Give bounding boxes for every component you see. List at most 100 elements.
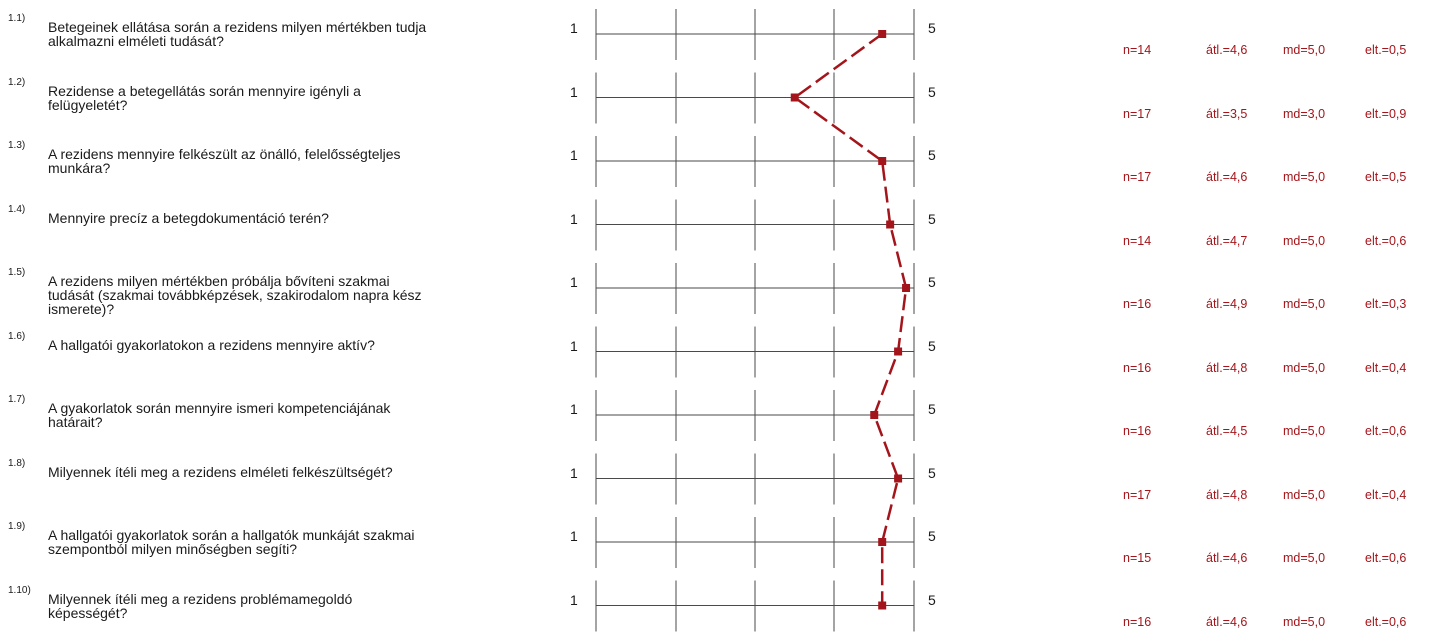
question-row: 1.7) A gyakorlatok során mennyire ismeri … bbox=[0, 389, 1439, 451]
question-number: 1.1) bbox=[8, 13, 26, 24]
scale-min-label: 1 bbox=[570, 401, 578, 417]
stat-mean: átl.=4,6 bbox=[1206, 551, 1248, 565]
question-number: 1.10) bbox=[8, 584, 31, 596]
question-row: 1.6) A hallgatói gyakorlatokon a rezidens… bbox=[0, 326, 1439, 388]
scale-max-label: 5 bbox=[928, 337, 936, 354]
stat-median: md=5,0 bbox=[1283, 424, 1326, 438]
chart-grid bbox=[595, 9, 915, 632]
question-number: 1.6) bbox=[8, 330, 26, 342]
stat-median: md=5,0 bbox=[1283, 43, 1326, 57]
stat-n: n=16 bbox=[1123, 297, 1152, 311]
scale-min-label: 1 bbox=[570, 274, 578, 290]
stat-mean: átl.=4,8 bbox=[1206, 360, 1248, 375]
mean-marker bbox=[878, 538, 887, 546]
mean-marker bbox=[790, 93, 799, 102]
stat-median: md=5,0 bbox=[1283, 614, 1326, 629]
mean-marker bbox=[902, 284, 911, 292]
stat-mean: átl.=4,6 bbox=[1206, 170, 1248, 184]
stat-n: n=17 bbox=[1123, 106, 1152, 121]
question-number: 1.5) bbox=[8, 267, 26, 278]
scale-min-label: 1 bbox=[570, 20, 578, 36]
question-text: A gyakorlatok során mennyire ismeri komp… bbox=[48, 400, 391, 430]
question-number: 1.3) bbox=[8, 140, 26, 151]
question-number: 1.9) bbox=[8, 521, 26, 532]
stat-mean: átl.=4,5 bbox=[1206, 424, 1248, 438]
mean-profile-line bbox=[792, 32, 908, 606]
question-row: 1.8) Milyennek ítéli meg a rezidens elmél… bbox=[0, 453, 1439, 515]
stat-mean: átl.=4,8 bbox=[1206, 487, 1248, 502]
stat-sd: elt.=0,6 bbox=[1365, 424, 1407, 438]
stat-median: md=5,0 bbox=[1283, 297, 1326, 311]
scale-max-label: 5 bbox=[928, 20, 936, 36]
scale-max-label: 5 bbox=[928, 464, 936, 481]
stat-sd: elt.=0,6 bbox=[1365, 614, 1407, 629]
stat-sd: elt.=0,5 bbox=[1365, 43, 1407, 57]
stat-n: n=14 bbox=[1123, 233, 1152, 248]
scale-min-label: 1 bbox=[570, 147, 578, 163]
stat-sd: elt.=0,9 bbox=[1365, 106, 1407, 121]
question-row: 1.9) A hallgatói gyakorlatok során a hall… bbox=[0, 516, 1439, 578]
mean-marker bbox=[894, 474, 903, 483]
scale-max-label: 5 bbox=[928, 591, 936, 608]
stat-mean: átl.=4,6 bbox=[1206, 614, 1248, 629]
scale-min-label: 1 bbox=[570, 528, 578, 544]
stat-n: n=14 bbox=[1123, 43, 1152, 57]
question-number: 1.2) bbox=[8, 76, 26, 88]
stat-median: md=5,0 bbox=[1283, 487, 1326, 502]
question-row: 1.5) A rezidens milyen mértékben próbálja… bbox=[0, 262, 1439, 324]
stat-sd: elt.=0,6 bbox=[1365, 551, 1407, 565]
question-text: Betegeinek ellátása során a rezidens mil… bbox=[48, 19, 427, 49]
mean-marker bbox=[870, 411, 879, 419]
question-text: A rezidens mennyire felkészült az önálló… bbox=[48, 146, 401, 176]
question-number: 1.4) bbox=[8, 203, 26, 215]
scale-max-label: 5 bbox=[928, 147, 936, 163]
stat-sd: elt.=0,4 bbox=[1365, 360, 1407, 375]
stat-mean: átl.=4,7 bbox=[1206, 233, 1248, 248]
stat-median: md=5,0 bbox=[1283, 233, 1326, 248]
mean-marker bbox=[894, 347, 903, 356]
stat-n: n=17 bbox=[1123, 487, 1152, 502]
mean-marker bbox=[878, 30, 887, 38]
question-row: 1.3) A rezidens mennyire felkészült az ön… bbox=[0, 135, 1439, 197]
stat-n: n=15 bbox=[1123, 551, 1152, 565]
question-text: A rezidens milyen mértékben próbálja bőv… bbox=[48, 273, 422, 317]
question-text: Rezidense a betegellátás során mennyire … bbox=[48, 82, 361, 113]
stat-sd: elt.=0,6 bbox=[1365, 233, 1407, 248]
scale-min-label: 1 bbox=[570, 591, 578, 608]
scale-max-label: 5 bbox=[928, 401, 936, 417]
scale-min-label: 1 bbox=[570, 464, 578, 481]
mean-marker bbox=[878, 157, 887, 165]
mean-marker bbox=[878, 601, 887, 610]
stat-median: md=3,0 bbox=[1283, 106, 1326, 121]
stat-mean: átl.=3,5 bbox=[1206, 106, 1248, 121]
stat-median: md=5,0 bbox=[1283, 170, 1326, 184]
question-text: Milyennek ítéli meg a rezidens problémam… bbox=[48, 590, 353, 621]
question-row: 1.4) Mennyire precíz a betegdokumentáció … bbox=[0, 199, 1439, 261]
scale-max-label: 5 bbox=[928, 274, 936, 290]
question-text: Mennyire precíz a betegdokumentáció teré… bbox=[48, 209, 329, 226]
stat-n: n=16 bbox=[1123, 360, 1152, 375]
scale-min-label: 1 bbox=[570, 83, 578, 100]
question-text: A hallgatói gyakorlatokon a rezidens men… bbox=[48, 336, 375, 353]
question-row: 1.1) Betegeinek ellátása során a rezidens… bbox=[0, 8, 1439, 70]
stat-mean: átl.=4,6 bbox=[1206, 43, 1248, 57]
stat-sd: elt.=0,4 bbox=[1365, 487, 1407, 502]
scale-max-label: 5 bbox=[928, 528, 936, 544]
stat-sd: elt.=0,5 bbox=[1365, 170, 1407, 184]
scale-min-label: 1 bbox=[570, 337, 578, 354]
scale-max-label: 5 bbox=[928, 83, 936, 100]
mean-marker bbox=[886, 220, 895, 229]
question-row: 1.10) Milyennek ítéli meg a rezidens prob… bbox=[0, 580, 1439, 642]
scale-min-label: 1 bbox=[570, 210, 578, 227]
stat-median: md=5,0 bbox=[1283, 360, 1326, 375]
scale-max-label: 5 bbox=[928, 210, 936, 227]
stat-n: n=16 bbox=[1123, 614, 1152, 629]
stat-median: md=5,0 bbox=[1283, 551, 1326, 565]
question-text: Milyennek ítéli meg a rezidens elméleti … bbox=[48, 463, 393, 480]
question-text: A hallgatói gyakorlatok során a hallgató… bbox=[48, 527, 415, 557]
chart-series bbox=[790, 30, 911, 610]
stat-sd: elt.=0,3 bbox=[1365, 297, 1407, 311]
question-number: 1.7) bbox=[8, 394, 26, 405]
stat-n: n=17 bbox=[1123, 170, 1152, 184]
